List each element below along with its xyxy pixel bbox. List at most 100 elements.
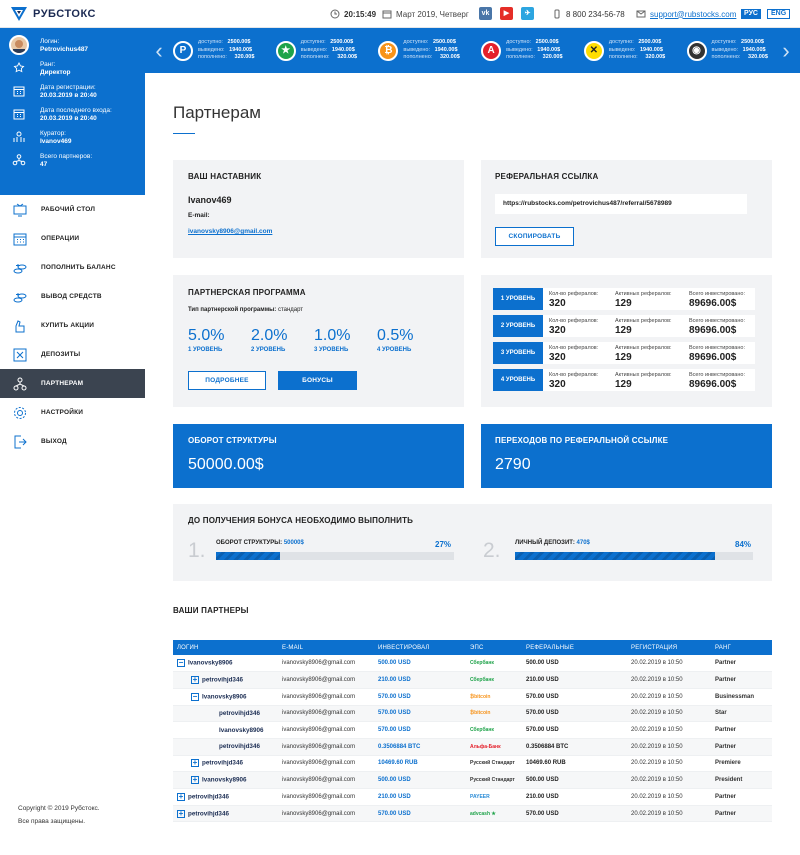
expand-icon[interactable]: + <box>191 675 199 685</box>
sidebar-item-deposits[interactable]: ДЕПОЗИТЫ <box>0 340 145 369</box>
sidebar-item-operations[interactable]: ОПЕРАЦИИ <box>0 224 145 253</box>
mentor-email-link[interactable]: ivanovsky8906@gmail.com <box>188 228 273 235</box>
ticker-wallet-4[interactable]: А доступно: 2500.00$ выведено: 1940.00$ … <box>481 39 563 62</box>
sidebar-item-partners[interactable]: ПАРТНЕРАМ <box>0 369 145 398</box>
mentor-title: ВАШ НАСТАВНИК <box>188 172 262 181</box>
sidebar-item-logout[interactable]: ВЫХОД <box>0 427 145 456</box>
column-header[interactable]: ЭПС <box>466 640 522 655</box>
table-row[interactable]: petrovihjd346 ivanovsky8906@gmail.com 0.… <box>173 738 772 756</box>
bonus-progress-card: ДО ПОЛУЧЕНИЯ БОНУСА НЕОБХОДИМО ВЫПОЛНИТЬ… <box>173 504 772 581</box>
table-row[interactable]: Ivanovsky8906 ivanovsky8906@gmail.com 57… <box>173 721 772 739</box>
column-header[interactable]: E-MAIL <box>278 640 374 655</box>
column-header[interactable]: ИНВЕСТИРОВАЛ <box>374 640 466 655</box>
column-header[interactable]: РЕФЕРАЛЬНЫЕ <box>522 640 627 655</box>
table-row[interactable]: − Ivanovsky8906 ivanovsky8906@gmail.com 5… <box>173 688 772 706</box>
program-type: Тип партнерской программы: стандарт <box>188 307 303 313</box>
ticker-wallet-5[interactable]: ✕ доступно: 2500.00$ выведено: 1940.00$ … <box>583 39 665 62</box>
level-active: Активных рефералов: 129 <box>615 372 672 390</box>
expand-icon[interactable]: + <box>191 775 199 785</box>
telegram-button[interactable]: ✈ <box>521 7 534 20</box>
table-row[interactable]: + petrovihjd346 ivanovsky8906@gmail.com 2… <box>173 788 772 806</box>
top-bar: РУБСТОКС 20:15:49 Март 2019, Четверг vk … <box>0 0 800 28</box>
page-title: Партнерам <box>173 103 261 122</box>
vk-button[interactable]: vk <box>479 7 492 20</box>
lang-en-button[interactable]: ENG <box>767 9 791 19</box>
coins-icon <box>13 263 27 273</box>
column-header[interactable]: РАНГ <box>711 640 772 655</box>
mentor-card: ВАШ НАСТАВНИК Ivanov469 E-mail: ivanovsk… <box>173 160 464 258</box>
profile-panel: Логин: Petrovichus487 Ранг: Директор Дата … <box>0 28 145 195</box>
table-row[interactable]: + petrovihjd346 ivanovsky8906@gmail.com 2… <box>173 671 772 689</box>
clock-icon <box>330 9 340 19</box>
wallet-withdrawn: выведено: 1940.00$ <box>403 46 458 53</box>
column-header[interactable]: РЕГИСТРАЦИЯ <box>627 640 711 655</box>
wallet-deposited: пополнено: 320.00$ <box>711 54 768 61</box>
mentor-name: Ivanov469 <box>188 195 232 205</box>
expand-icon[interactable]: + <box>177 791 185 801</box>
table-row[interactable]: + Ivanovsky8906 ivanovsky8906@gmail.com 5… <box>173 771 772 789</box>
table-row[interactable]: − Ivanovsky8906 ivanovsky8906@gmail.com 5… <box>173 655 772 673</box>
ticker-next-icon[interactable]: › <box>782 37 790 63</box>
youtube-button[interactable]: ▶ <box>500 7 513 20</box>
brand-logo[interactable]: РУБСТОКС <box>10 6 96 22</box>
table-row[interactable]: petrovihjd346 ivanovsky8906@gmail.com 57… <box>173 705 772 723</box>
avatar[interactable] <box>9 35 29 55</box>
cell-registration: 20.02.2019 в 10:50 <box>627 738 711 756</box>
table-row[interactable]: + petrovihjd346 ivanovsky8906@gmail.com 5… <box>173 805 772 823</box>
table-row[interactable]: + petrovihjd346 ivanovsky8906@gmail.com 1… <box>173 755 772 773</box>
wallet-coin-icon: А <box>481 40 502 61</box>
eps-logo: ₿bitcoin <box>470 710 491 717</box>
sidebar-item-settings[interactable]: НАСТРОЙКИ <box>0 398 145 427</box>
ticker-wallet-6[interactable]: ◉ доступно: 2500.00$ выведено: 1940.00$ … <box>686 39 768 62</box>
cell-registration: 20.02.2019 в 10:50 <box>627 688 711 706</box>
email-link[interactable]: support@rubstocks.com <box>636 9 736 19</box>
cell-invested: 0.3506884 BTC <box>374 738 466 756</box>
sidebar: Логин: Petrovichus487 Ранг: Директор Дата … <box>0 28 145 855</box>
referral-link-field[interactable]: https://rubstocks.com/petrovichus487/ref… <box>495 194 747 214</box>
phone[interactable]: 8 800 234-56-78 <box>552 9 625 19</box>
lang-ru-button[interactable]: РУС <box>741 9 761 19</box>
eps-logo: advcash ★ <box>470 810 496 817</box>
sidebar-item-buy-shares[interactable]: КУПИТЬ АКЦИИ <box>0 311 145 340</box>
ticker-wallet-3[interactable]: ₿ доступно: 2500.00$ выведено: 1940.00$ … <box>378 39 460 62</box>
cell-eps: Сбербанк <box>466 671 522 689</box>
bonuses-button[interactable]: БОНУСЫ <box>278 371 357 390</box>
ticker-wallet-1[interactable]: P доступно: 2500.00$ выведено: 1940.00$ … <box>173 39 254 62</box>
copy-link-button[interactable]: СКОПИРОВАТЬ <box>495 227 574 246</box>
copyright: Copyright © 2019 Рубстокс. Все права защ… <box>18 802 100 828</box>
more-button[interactable]: ПОДРОБНЕЕ <box>188 371 266 390</box>
sidebar-item-deposit[interactable]: ПОПОЛНИТЬ БАЛАНС <box>0 253 145 282</box>
sidebar-item-withdraw[interactable]: ВЫВОД СРЕДСТВ <box>0 282 145 311</box>
rank-value: Директор <box>40 69 71 76</box>
expand-icon[interactable]: + <box>191 758 199 768</box>
box-icon <box>13 348 27 361</box>
cell-referral: 210.00 USD <box>522 788 627 806</box>
cell-referral: 0.3506884 BTC <box>522 738 627 756</box>
last-login-label: Дата последнего входа: <box>40 107 112 114</box>
last-login-value: 20.03.2019 в 20:40 <box>40 115 97 122</box>
login-label: Логин: <box>40 38 60 45</box>
level-badge: 4 УРОВЕНЬ <box>493 369 543 391</box>
eps-logo: Русский Стандарт <box>470 760 515 767</box>
ticker-prev-icon[interactable]: ‹ <box>155 37 163 63</box>
collapse-icon[interactable]: − <box>191 691 199 701</box>
transitions-title: ПЕРЕХОДОВ ПО РЕФЕРАЛЬНОЙ ССЫЛКЕ <box>495 436 669 445</box>
level-stats-row-3: 3 УРОВЕНЬ Кол-во рефералов: 320 Активных … <box>493 342 755 364</box>
wallet-available: доступно: 2500.00$ <box>608 39 662 46</box>
partners-table-header: ЛОГИН E-MAIL ИНВЕСТИРОВАЛ ЭПС РЕФЕРАЛЬНЫЕ РЕГ… <box>173 640 772 655</box>
level-4-rate: 0.5% 4 УРОВЕНЬ <box>377 327 414 353</box>
clock: 20:15:49 <box>330 9 376 19</box>
cell-referral: 10469.60 RUB <box>522 755 627 773</box>
cell-eps: ₿bitcoin <box>466 688 522 706</box>
login-value: Petrovichus487 <box>40 46 89 53</box>
expand-icon[interactable]: + <box>177 808 185 818</box>
program-title: ПАРТНЕРСКАЯ ПРОГРАММА <box>188 288 306 297</box>
sidebar-item-dashboard[interactable]: РАБОЧИЙ СТОЛ <box>0 195 145 224</box>
calendar-icon <box>13 86 25 97</box>
phone-icon <box>554 9 560 19</box>
referral-card: РЕФЕРАЛЬНАЯ ССЫЛКА https://rubstocks.com… <box>481 160 772 258</box>
column-header[interactable]: ЛОГИН <box>173 640 278 655</box>
collapse-icon[interactable]: − <box>177 658 185 668</box>
ticker-wallet-2[interactable]: ★ доступно: 2500.00$ выведено: 1940.00$ … <box>275 39 357 62</box>
cell-referral: 500.00 USD <box>522 655 627 673</box>
